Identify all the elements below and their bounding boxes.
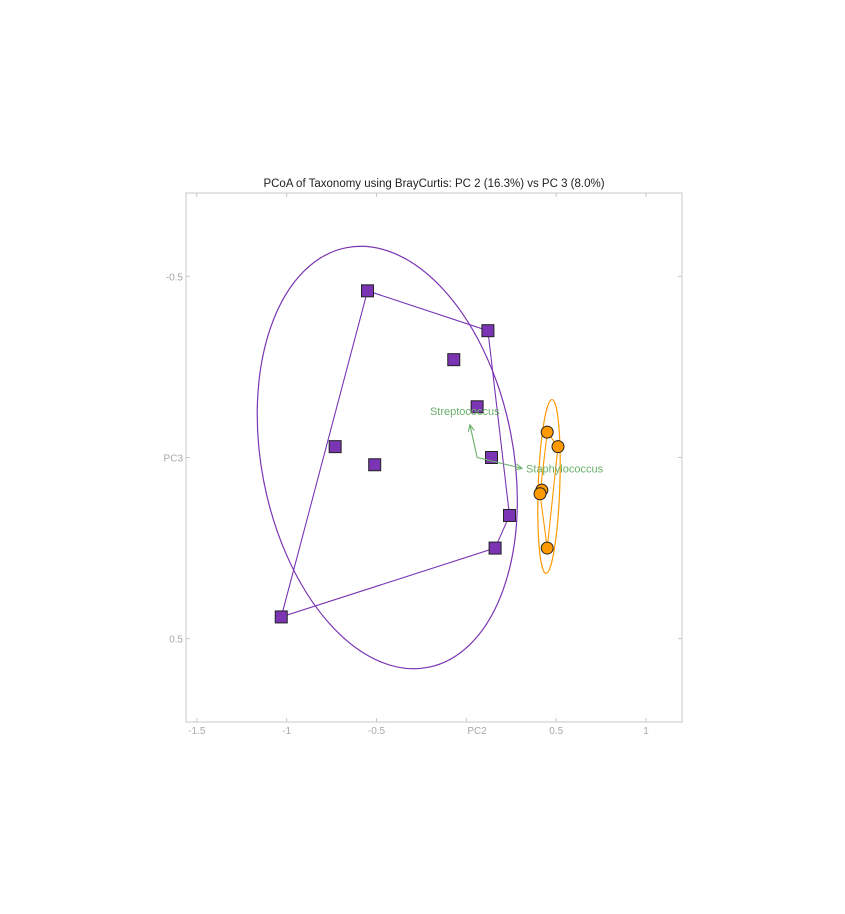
loading-arrow: Staphylococcus xyxy=(477,456,604,475)
chart-title: PCoA of Taxonomy using BrayCurtis: PC 2 … xyxy=(263,178,604,190)
arrow-head xyxy=(515,463,524,471)
arrow-shaft xyxy=(469,424,478,458)
series-1-ellipse xyxy=(256,245,518,670)
x-tick-label: -0.5 xyxy=(368,726,386,737)
series-2 xyxy=(533,398,565,574)
x-tick-label: -1 xyxy=(282,726,291,737)
data-point xyxy=(481,324,495,338)
series-1-hull xyxy=(280,290,511,618)
series-layer xyxy=(256,245,565,670)
series-1 xyxy=(256,245,518,670)
data-point xyxy=(274,610,288,624)
data-point xyxy=(470,400,484,414)
x-tick-label: -1.5 xyxy=(188,726,206,737)
x-tick-label: 1 xyxy=(643,726,649,737)
data-point xyxy=(328,440,342,454)
data-point xyxy=(540,425,554,439)
y-tick-label: -0.5 xyxy=(166,272,184,283)
x-tick-label: 0.5 xyxy=(549,726,563,737)
data-point xyxy=(540,541,554,555)
arrow-layer: Streptococcus Staphylococcus xyxy=(430,406,604,475)
arrow-label: Streptococcus xyxy=(430,406,500,418)
data-point xyxy=(551,440,565,454)
arrow-head xyxy=(467,423,475,432)
data-point xyxy=(488,541,502,555)
data-point xyxy=(447,353,461,367)
y-axis-label: PC3 xyxy=(164,454,184,465)
data-point xyxy=(368,458,382,472)
y-tick-label: 0.5 xyxy=(169,635,183,646)
loading-arrow: Streptococcus xyxy=(430,406,500,458)
data-point xyxy=(533,487,547,501)
data-point xyxy=(502,508,516,522)
arrow-shaft xyxy=(477,456,523,469)
axis-ticks: -1.5 -1 -0.5 0.5 1 -0.5 0.5 xyxy=(166,193,682,737)
arrow-label: Staphylococcus xyxy=(526,463,604,475)
x-axis-label: PC2 xyxy=(467,726,487,737)
data-point xyxy=(361,284,375,298)
